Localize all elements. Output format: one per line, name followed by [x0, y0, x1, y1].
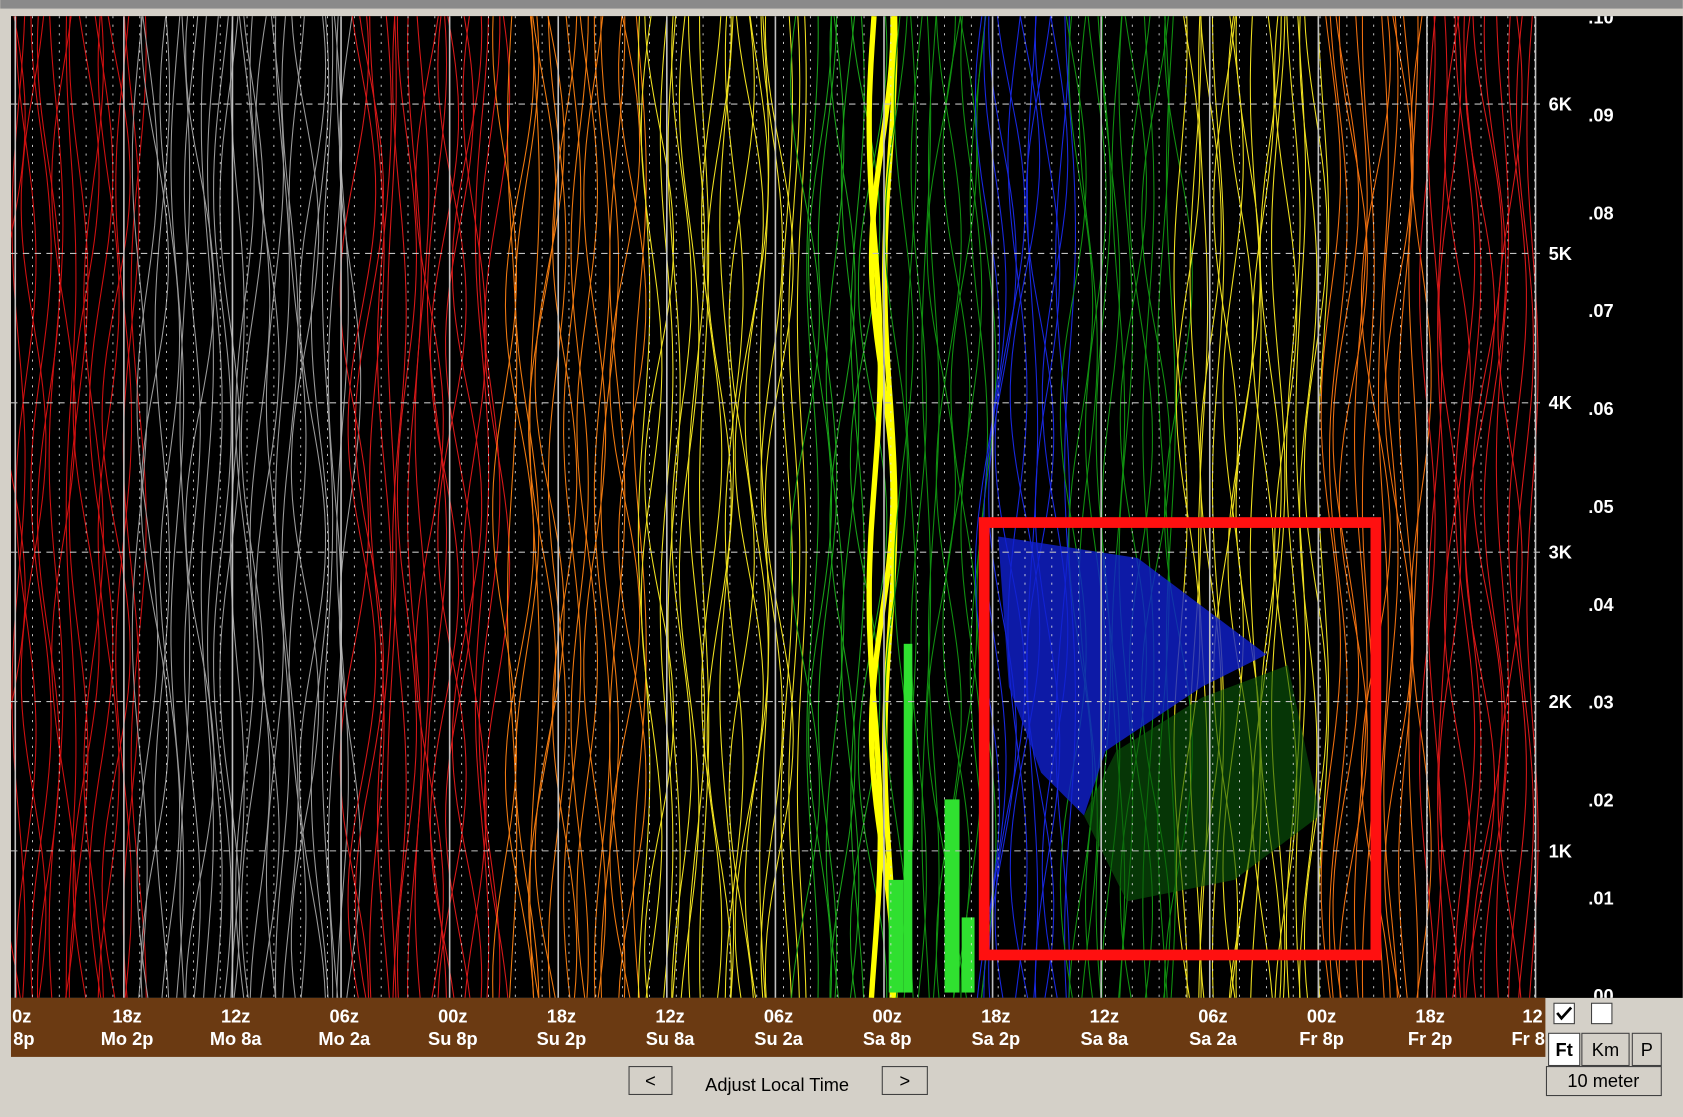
scale-label: .02 [1588, 789, 1613, 810]
height-label: 6K [1549, 94, 1572, 115]
utc-label: 00z [873, 1006, 902, 1027]
local-label: Fr 2p [1408, 1028, 1453, 1049]
unit-label[interactable]: Km [1592, 1039, 1619, 1060]
scale-label: .01 [1588, 887, 1613, 908]
surface-bar [962, 917, 975, 992]
utc-label: 0z [12, 1006, 31, 1027]
scale-label: .06 [1588, 398, 1613, 419]
app-window: 6K5K4K3K2K1K.10.09.08.07.06.05.04.03.02.… [0, 0, 1683, 1117]
next-label[interactable]: > [899, 1070, 910, 1091]
local-label: Fr 8 [1511, 1028, 1544, 1049]
utc-label: 18z [547, 1006, 576, 1027]
utc-label: 00z [1307, 1006, 1336, 1027]
height-label: 4K [1549, 392, 1572, 413]
local-label: Su 8a [646, 1028, 696, 1049]
utc-label: 12z [221, 1006, 250, 1027]
scale-label: .04 [1588, 594, 1614, 615]
scale-label: .05 [1588, 496, 1613, 517]
top-frame [0, 0, 1682, 9]
local-label: Mo 8a [210, 1028, 263, 1049]
height-label: 5K [1549, 243, 1572, 264]
local-label: Sa 2p [971, 1028, 1020, 1049]
local-label: Sa 8a [1081, 1028, 1130, 1049]
local-label: Su 2p [537, 1028, 587, 1049]
local-label: Su 2a [754, 1028, 804, 1049]
utc-label: 18z [112, 1006, 141, 1027]
level-label[interactable]: 10 meter [1567, 1070, 1639, 1091]
surface-bar [945, 799, 960, 992]
prev-label[interactable]: < [645, 1070, 656, 1091]
local-label: Sa 2a [1189, 1028, 1238, 1049]
unit-label[interactable]: P [1641, 1039, 1653, 1060]
adjust-label: Adjust Local Time [705, 1074, 849, 1095]
height-label: 2K [1549, 691, 1572, 712]
scale-label: .08 [1588, 202, 1613, 223]
utc-label: 12 [1522, 1006, 1542, 1027]
height-label: 1K [1549, 840, 1572, 861]
utc-label: 00z [438, 1006, 467, 1027]
local-label: Sa 8p [863, 1028, 912, 1049]
local-label: Su 8p [428, 1028, 478, 1049]
page: {"right_axis": {"height_labels": ["6K", … [0, 0, 1683, 1117]
surface-bar [904, 644, 913, 993]
utc-label: 12z [655, 1006, 684, 1027]
utc-label: 18z [1415, 1006, 1444, 1027]
local-label: Fr 8p [1299, 1028, 1344, 1049]
utc-label: 06z [330, 1006, 359, 1027]
scale-label: .09 [1588, 104, 1613, 125]
scale-label: .03 [1588, 692, 1613, 713]
utc-label: 06z [1198, 1006, 1227, 1027]
unit-buttons: Ft Km P [1549, 1033, 1662, 1065]
utc-label: 12z [1090, 1006, 1119, 1027]
scale-label: .07 [1588, 300, 1613, 321]
local-label: Mo 2p [101, 1028, 154, 1049]
utc-label: 06z [764, 1006, 793, 1027]
local-label: Mo 2a [318, 1028, 371, 1049]
local-label: 8p [13, 1028, 34, 1049]
utc-label: 18z [981, 1006, 1010, 1027]
checkbox[interactable] [1592, 1003, 1612, 1023]
unit-label[interactable]: Ft [1556, 1039, 1573, 1060]
height-label: 3K [1549, 542, 1572, 563]
